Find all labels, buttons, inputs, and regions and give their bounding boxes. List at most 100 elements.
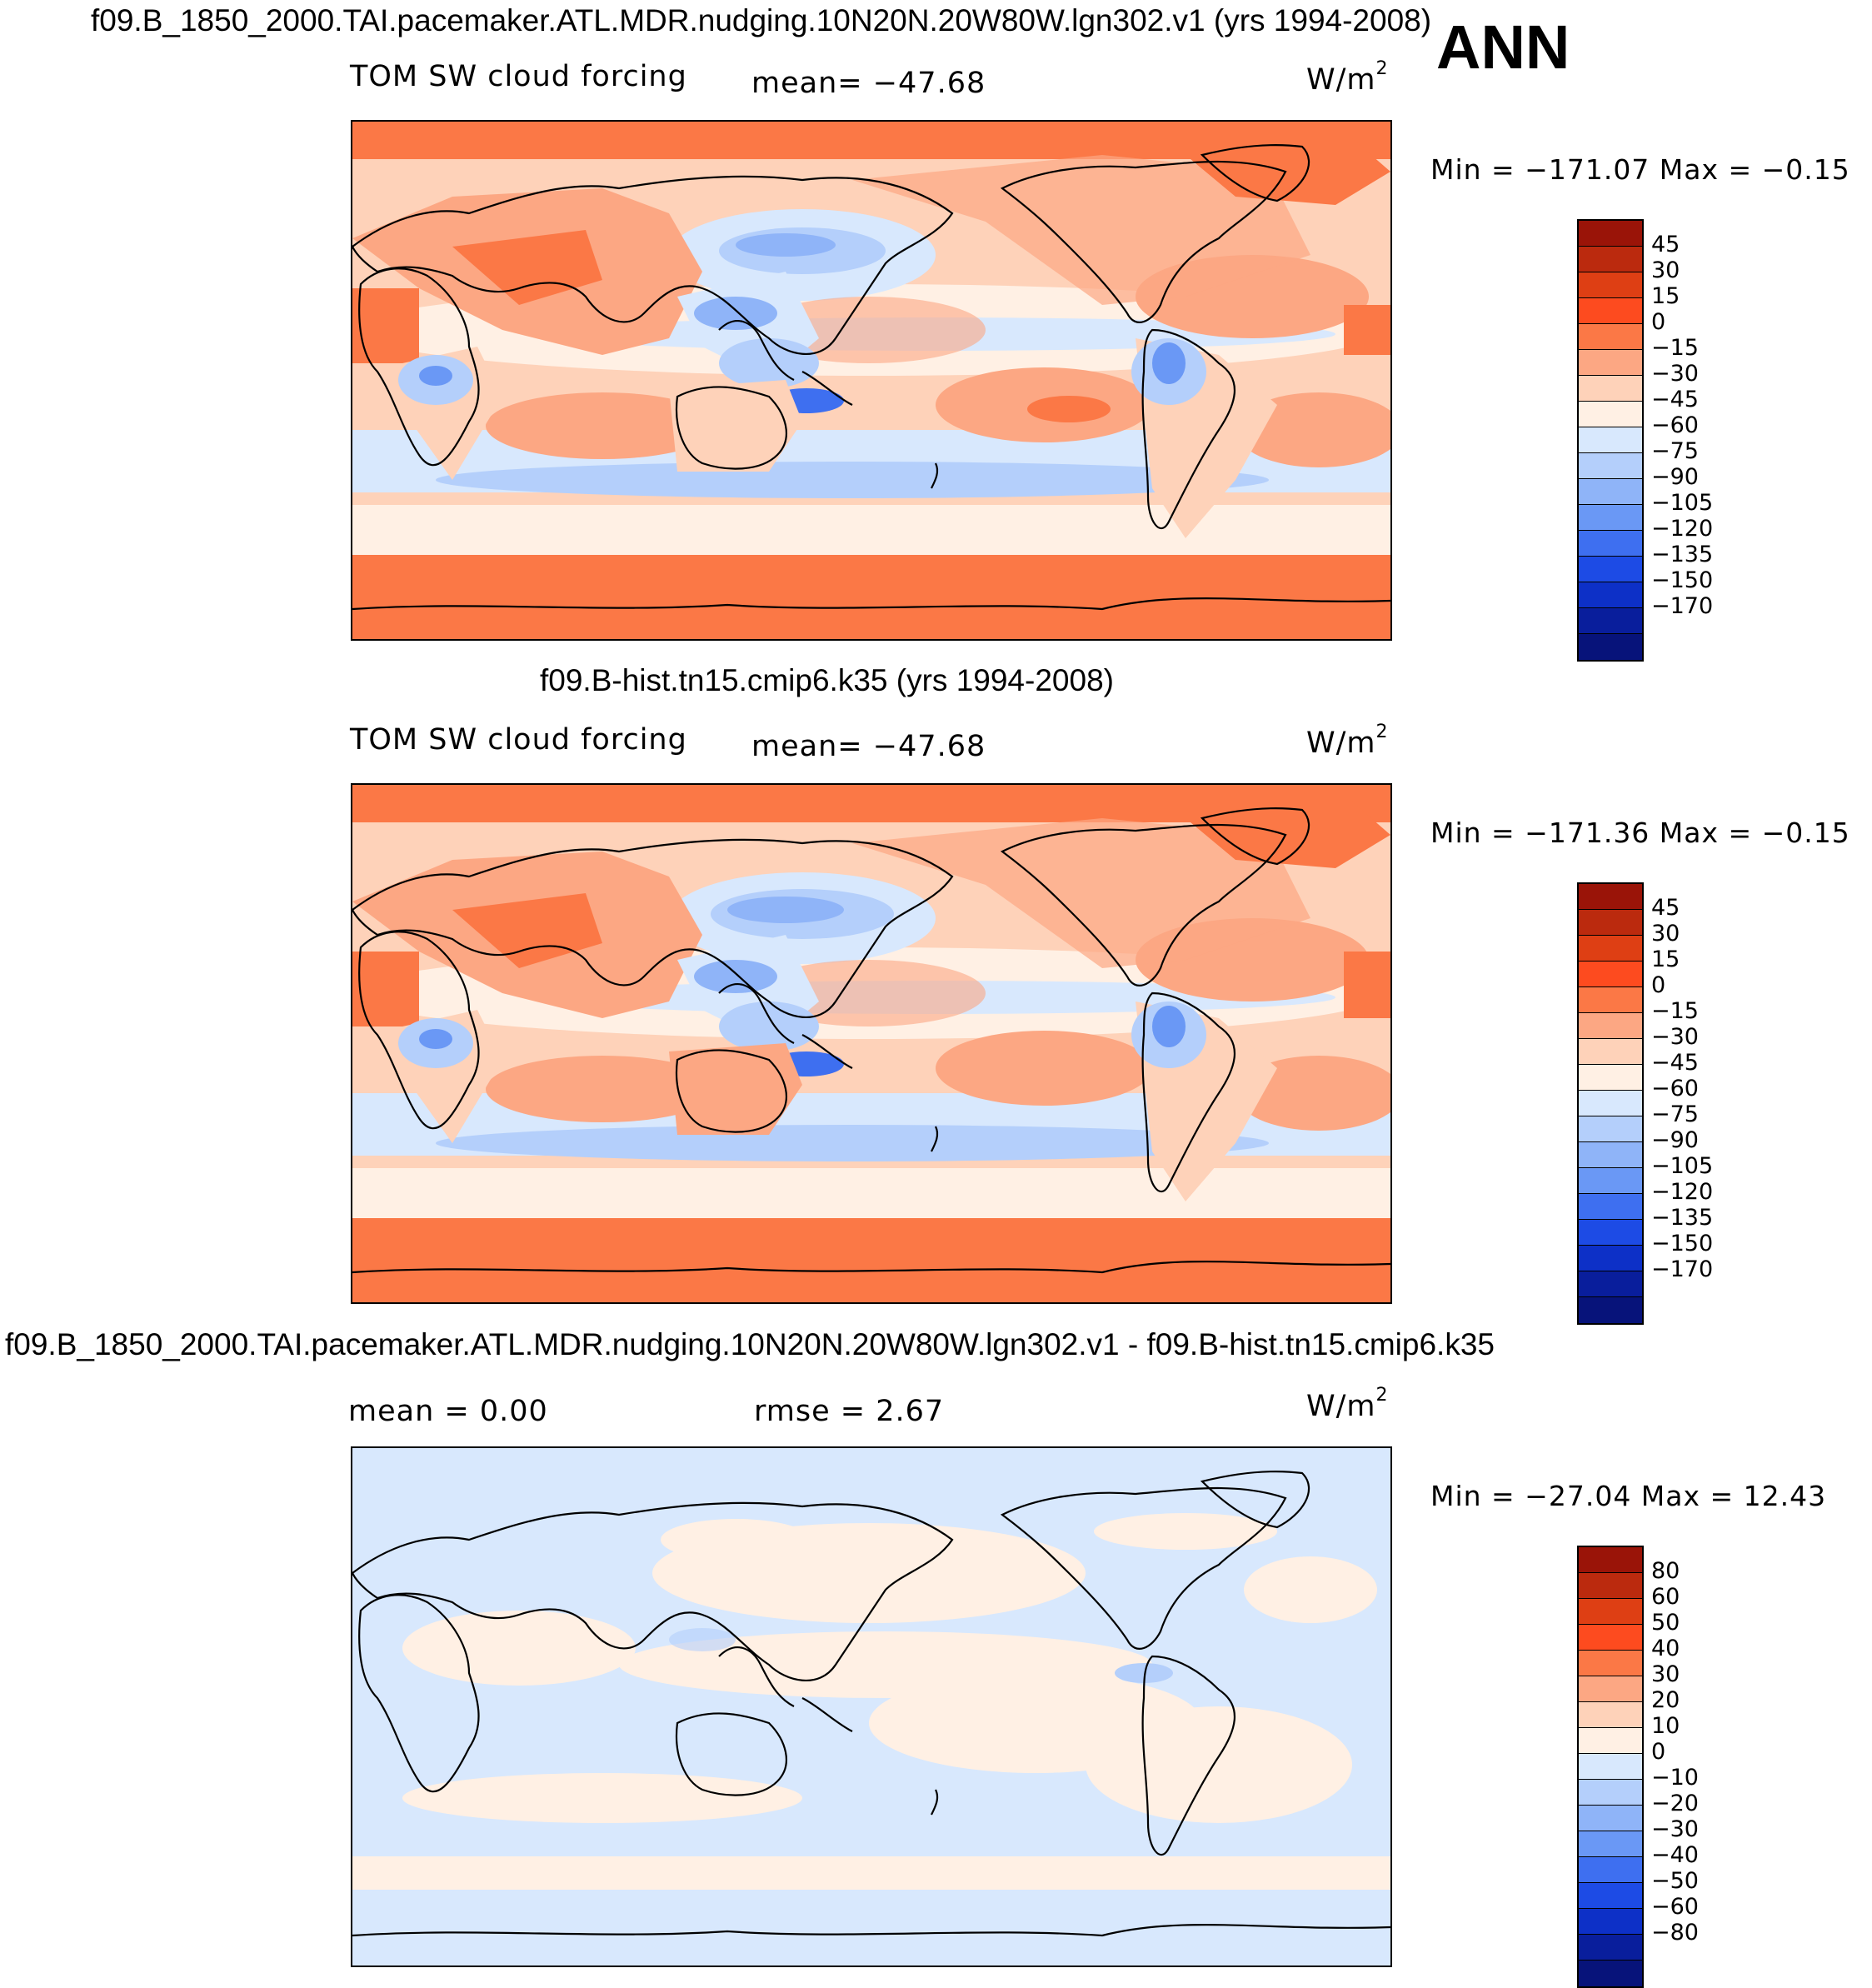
colorbar-tick-label: 40 [1651, 1636, 1680, 1661]
colorbar-tick-label: −60 [1651, 1894, 1699, 1920]
panel-3-title: f09.B_1850_2000.TAI.pacemaker.ATL.MDR.nu… [5, 1327, 1495, 1361]
colorbar-tick-label: 15 [1651, 947, 1680, 972]
panel-3-rmse-label: rmse = 2.67 [754, 1395, 945, 1428]
colorbar-tick-label: 60 [1651, 1584, 1680, 1610]
colorbar-swatch [1579, 376, 1642, 402]
colorbar-tick-label: −135 [1651, 542, 1714, 567]
colorbar-swatch [1579, 1599, 1642, 1625]
colorbar-swatch [1579, 298, 1642, 324]
colorbar-tick-label: −10 [1651, 1765, 1699, 1791]
colorbar-swatch [1579, 1246, 1642, 1271]
colorbar-swatch [1579, 1935, 1642, 1961]
colorbar-swatch [1579, 1013, 1642, 1039]
panel-1-title: f09.B_1850_2000.TAI.pacemaker.ATL.MDR.nu… [91, 3, 1432, 37]
colorbar-tick-label: −120 [1651, 516, 1714, 542]
colorbar-swatch [1579, 1625, 1642, 1651]
panel-1-mean-label: mean= −47.68 [751, 67, 986, 100]
colorbar-swatch [1579, 1676, 1642, 1702]
colorbar-tick-label: −30 [1651, 1024, 1699, 1050]
panel-1-colorbar [1577, 219, 1644, 662]
colorbar-swatch [1579, 350, 1642, 376]
colorbar-tick-label: −150 [1651, 567, 1714, 593]
colorbar-swatch [1579, 582, 1642, 608]
colorbar-tick-label: −90 [1651, 1127, 1699, 1153]
colorbar-swatch [1579, 272, 1642, 298]
colorbar-tick-label: −75 [1651, 1101, 1699, 1127]
colorbar-tick-label: −20 [1651, 1791, 1699, 1816]
panel-1-variable-label: TOM SW cloud forcing [350, 60, 687, 93]
colorbar-swatch [1579, 247, 1642, 272]
panel-3-mean-label: mean = 0.00 [348, 1395, 548, 1428]
panel-2-minmax: Min = −171.36 Max = −0.15 [1430, 817, 1850, 849]
colorbar-tick-label: −60 [1651, 412, 1699, 438]
colorbar-swatch [1579, 453, 1642, 479]
panel-1-minmax: Min = −171.07 Max = −0.15 [1430, 153, 1850, 186]
colorbar-tick-label: −75 [1651, 438, 1699, 464]
colorbar-swatch [1579, 987, 1642, 1013]
colorbar-swatch [1579, 1091, 1642, 1116]
panel-1-map [351, 120, 1392, 641]
colorbar-tick-label: −15 [1651, 335, 1699, 361]
colorbar-tick-label: 10 [1651, 1713, 1680, 1739]
panel-2-variable-label: TOM SW cloud forcing [350, 723, 687, 757]
colorbar-tick-label: −45 [1651, 1050, 1699, 1076]
colorbar-tick-label: 80 [1651, 1558, 1680, 1584]
colorbar-swatch [1579, 1116, 1642, 1142]
colorbar-tick-label: 0 [1651, 1739, 1666, 1765]
colorbar-tick-label: −120 [1651, 1179, 1714, 1205]
colorbar-tick-label: −135 [1651, 1205, 1714, 1231]
colorbar-tick-label: −15 [1651, 998, 1699, 1024]
colorbar-tick-label: 50 [1651, 1610, 1680, 1636]
panel-2-map [351, 783, 1392, 1304]
colorbar-tick-label: 20 [1651, 1687, 1680, 1713]
colorbar-tick-label: 0 [1651, 972, 1666, 998]
panel-3-map [351, 1446, 1392, 1967]
colorbar-tick-label: −105 [1651, 1153, 1714, 1179]
colorbar-swatch [1579, 936, 1642, 962]
panel-2-title: f09.B-hist.tn15.cmip6.k35 (yrs 1994-2008… [540, 663, 1114, 697]
panel-3-colorbar [1577, 1546, 1644, 1988]
panel-2-colorbar [1577, 882, 1644, 1325]
colorbar-swatch [1579, 505, 1642, 531]
panel-3-units: W/m2 [1306, 1385, 1389, 1423]
colorbar-tick-label: −80 [1651, 1920, 1699, 1946]
colorbar-swatch [1579, 1883, 1642, 1909]
colorbar-swatch [1579, 402, 1642, 427]
colorbar-swatch [1579, 910, 1642, 936]
colorbar-tick-label: 30 [1651, 1661, 1680, 1687]
colorbar-tick-label: −30 [1651, 1816, 1699, 1842]
colorbar-swatch [1579, 608, 1642, 634]
colorbar-swatch [1579, 1065, 1642, 1091]
colorbar-swatch [1579, 1651, 1642, 1676]
colorbar-tick-label: 15 [1651, 283, 1680, 309]
panel-2-units: W/m2 [1306, 722, 1389, 760]
colorbar-tick-label: −170 [1651, 593, 1714, 619]
colorbar-swatch [1579, 1194, 1642, 1220]
colorbar-swatch [1579, 1168, 1642, 1194]
season-label: ANN [1436, 12, 1570, 82]
colorbar-swatch [1579, 427, 1642, 453]
panel-1-units: W/m2 [1306, 58, 1389, 97]
colorbar-swatch [1579, 557, 1642, 582]
colorbar-tick-label: 30 [1651, 921, 1680, 947]
colorbar-swatch [1579, 1547, 1642, 1573]
colorbar-tick-label: −105 [1651, 490, 1714, 516]
colorbar-swatch [1579, 634, 1642, 660]
colorbar-tick-label: −40 [1651, 1842, 1699, 1868]
colorbar-swatch [1579, 1909, 1642, 1935]
colorbar-swatch [1579, 324, 1642, 350]
colorbar-swatch [1579, 1857, 1642, 1883]
colorbar-tick-label: −60 [1651, 1076, 1699, 1101]
colorbar-tick-label: 0 [1651, 309, 1666, 335]
colorbar-swatch [1579, 1831, 1642, 1857]
colorbar-swatch [1579, 1271, 1642, 1297]
panel-2-mean-label: mean= −47.68 [751, 730, 986, 763]
colorbar-swatch [1579, 884, 1642, 910]
colorbar-swatch [1579, 1806, 1642, 1831]
colorbar-swatch [1579, 1142, 1642, 1168]
panel-3-minmax: Min = −27.04 Max = 12.43 [1430, 1480, 1827, 1512]
colorbar-swatch [1579, 1039, 1642, 1065]
colorbar-swatch [1579, 1297, 1642, 1323]
colorbar-swatch [1579, 1780, 1642, 1806]
colorbar-swatch [1579, 1702, 1642, 1728]
